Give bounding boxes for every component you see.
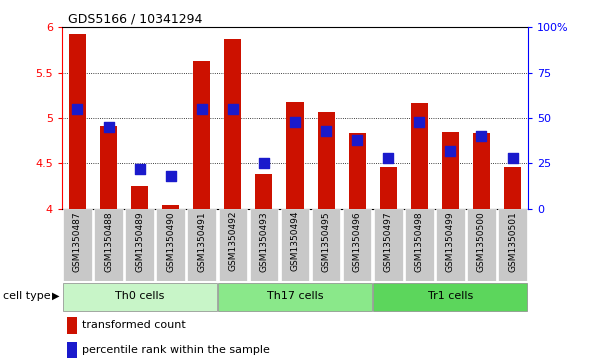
Bar: [63, 283, 217, 311]
Bar: [131, 186, 148, 209]
Bar: [473, 133, 490, 209]
Bar: [467, 209, 496, 281]
Text: GSM1350493: GSM1350493: [260, 211, 268, 272]
Bar: [224, 39, 241, 209]
Bar: [67, 342, 77, 358]
Bar: [100, 126, 117, 209]
Text: Th17 cells: Th17 cells: [267, 291, 323, 301]
Text: GSM1350497: GSM1350497: [384, 211, 393, 272]
Text: transformed count: transformed count: [83, 321, 186, 330]
Text: GSM1350492: GSM1350492: [228, 211, 237, 272]
Text: GSM1350494: GSM1350494: [290, 211, 300, 272]
Text: GDS5166 / 10341294: GDS5166 / 10341294: [68, 12, 202, 25]
Text: GSM1350490: GSM1350490: [166, 211, 175, 272]
Point: [197, 106, 206, 112]
Point: [290, 119, 300, 125]
Bar: [281, 209, 309, 281]
Bar: [317, 111, 335, 209]
Text: cell type: cell type: [3, 291, 51, 301]
Point: [135, 166, 145, 172]
Text: GSM1350487: GSM1350487: [73, 211, 82, 272]
Point: [259, 160, 268, 166]
Text: GSM1350489: GSM1350489: [135, 211, 144, 272]
Text: GSM1350501: GSM1350501: [508, 211, 517, 272]
Bar: [218, 209, 247, 281]
Bar: [255, 174, 273, 209]
Point: [352, 137, 362, 143]
Text: ▶: ▶: [51, 291, 59, 301]
Bar: [373, 283, 527, 311]
Point: [415, 119, 424, 125]
Text: GSM1350495: GSM1350495: [322, 211, 330, 272]
Point: [166, 173, 175, 179]
Bar: [194, 61, 210, 209]
Text: GSM1350491: GSM1350491: [197, 211, 206, 272]
Bar: [405, 209, 434, 281]
Bar: [287, 102, 303, 209]
Point: [228, 106, 238, 112]
Bar: [156, 209, 185, 281]
Text: GSM1350496: GSM1350496: [353, 211, 362, 272]
Bar: [250, 209, 278, 281]
Bar: [218, 283, 372, 311]
Point: [73, 106, 82, 112]
Bar: [380, 167, 396, 209]
Bar: [411, 102, 428, 209]
Bar: [498, 209, 527, 281]
Text: percentile rank within the sample: percentile rank within the sample: [83, 345, 270, 355]
Text: GSM1350499: GSM1350499: [446, 211, 455, 272]
Bar: [162, 205, 179, 209]
Bar: [63, 209, 92, 281]
Bar: [94, 209, 123, 281]
Bar: [436, 209, 465, 281]
Text: Th0 cells: Th0 cells: [115, 291, 165, 301]
Bar: [343, 209, 372, 281]
Text: GSM1350498: GSM1350498: [415, 211, 424, 272]
Point: [445, 148, 455, 154]
Bar: [312, 209, 340, 281]
Point: [104, 124, 113, 130]
Text: GSM1350488: GSM1350488: [104, 211, 113, 272]
Point: [508, 155, 517, 161]
Bar: [349, 133, 366, 209]
Bar: [67, 317, 77, 334]
Bar: [504, 167, 521, 209]
Bar: [374, 209, 402, 281]
Bar: [69, 33, 86, 209]
Text: Tr1 cells: Tr1 cells: [428, 291, 473, 301]
Point: [384, 155, 393, 161]
Bar: [188, 209, 216, 281]
Point: [322, 128, 331, 134]
Bar: [442, 132, 459, 209]
Bar: [125, 209, 154, 281]
Point: [477, 133, 486, 139]
Text: GSM1350500: GSM1350500: [477, 211, 486, 272]
